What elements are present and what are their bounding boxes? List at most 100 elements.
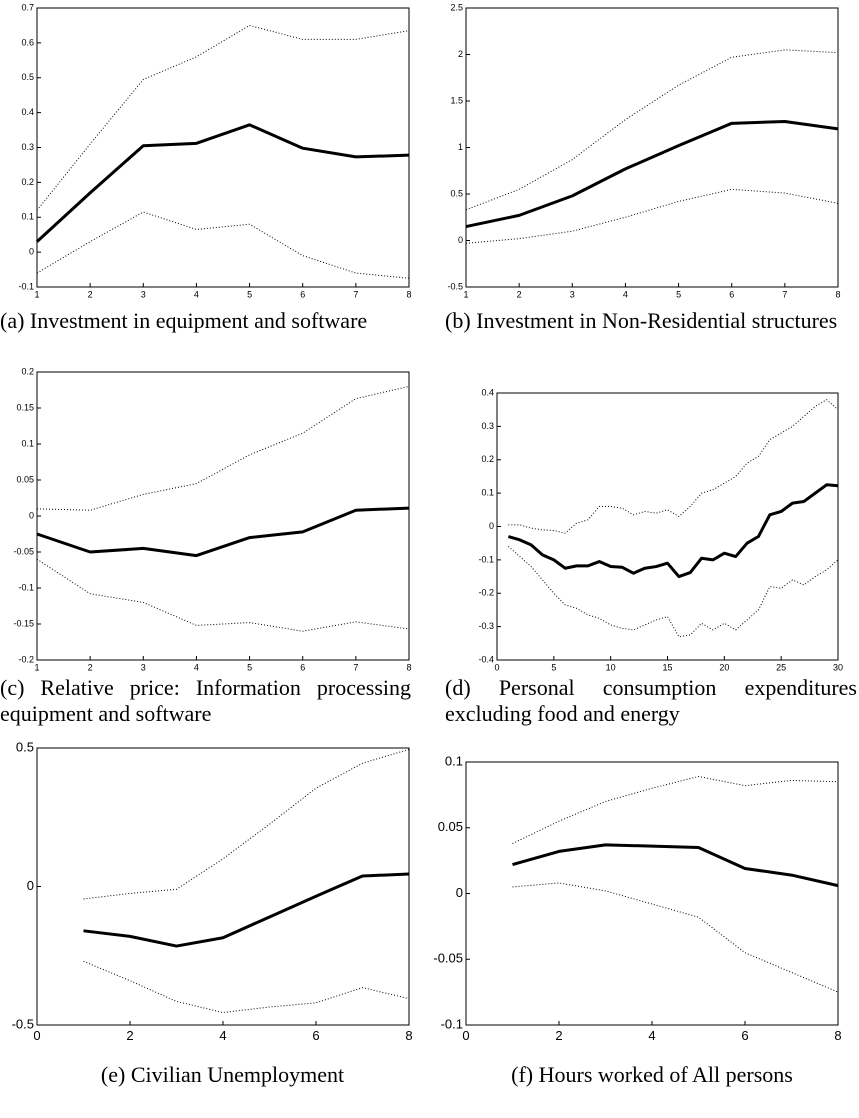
y-tick-label: 0.2 [21,177,34,187]
x-tick-label: 8 [405,1028,412,1043]
x-tick-label: 2 [517,289,522,299]
y-tick-label: -0.05 [13,546,34,556]
caption: (f) Hours worked of All persons [511,1062,793,1087]
y-tick-label: 0.15 [16,402,34,412]
y-tick-label: 0.1 [445,753,463,768]
x-tick-label: 0 [462,1028,469,1043]
x-tick-label: 8 [834,1028,841,1043]
caption: (b) Investment in Non-Residential struct… [445,308,838,333]
y-tick-label: 0.05 [16,474,34,484]
x-tick-label: 3 [141,662,146,672]
y-tick-label: 0 [456,885,463,900]
x-tick-label: 15 [662,662,672,672]
y-tick-label: 0 [29,247,34,257]
y-tick-label: -0.2 [18,654,34,664]
x-tick-label: 3 [570,289,575,299]
caption: (c) Relative price: Information processi… [0,675,411,726]
x-tick-label: 0 [494,662,499,672]
y-tick-label: 0.1 [21,438,34,448]
band-line [36,385,410,511]
y-tick-label: -0.05 [433,951,463,966]
response-line [507,483,839,579]
x-tick-label: 8 [406,662,411,672]
band-line [36,558,410,632]
y-tick-label: -0.4 [478,654,494,664]
y-tick-label: -0.1 [18,582,34,592]
y-tick-label: -0.5 [12,1016,34,1031]
x-tick-label: 20 [719,662,729,672]
x-tick-label: 4 [623,289,628,299]
y-tick-label: 0.2 [481,454,494,464]
response-line [83,872,410,948]
x-tick-label: 2 [88,662,93,672]
band-line [465,188,839,244]
x-tick-label: 6 [741,1028,748,1043]
caption: (d) Personal consumption expenditures ex… [445,675,857,726]
y-tick-label: 0.3 [481,421,494,431]
y-tick-label: -0.3 [478,621,494,631]
x-tick-label: 1 [34,289,39,299]
band-line [83,748,410,900]
x-tick-label: 7 [353,662,358,672]
y-tick-label: 1.5 [450,95,463,105]
y-tick-label: 0.6 [21,37,34,47]
band-line [512,882,839,993]
y-tick-label: 0.1 [481,488,494,498]
x-tick-label: 6 [729,289,734,299]
x-tick-label: 5 [676,289,681,299]
caption: (a) Investment in equipment and software [0,308,368,333]
y-tick-label: -0.1 [478,554,494,564]
y-tick-label: 0.7 [21,2,34,12]
y-tick-label: 0 [29,510,34,520]
plot-frame [496,392,839,661]
y-tick-label: -0.5 [447,281,463,291]
band-line [512,775,839,844]
y-tick-label: 1 [458,142,463,152]
x-tick-label: 25 [776,662,786,672]
plot-frame [36,371,410,661]
band-line [83,960,410,1014]
y-tick-label: -0.1 [441,1016,463,1031]
x-tick-label: 4 [219,1028,226,1043]
caption: (e) Civilian Unemployment [100,1062,345,1087]
x-tick-label: 5 [247,662,252,672]
band-line [36,211,410,279]
x-tick-label: 4 [648,1028,655,1043]
x-tick-label: 10 [606,662,616,672]
x-tick-label: 30 [833,662,843,672]
y-tick-label: 0.5 [450,188,463,198]
band-line [36,24,410,211]
band-line [508,399,839,534]
x-tick-label: 5 [247,289,252,299]
x-tick-label: 8 [406,289,411,299]
plot-frame [465,7,839,288]
response-line [35,123,410,243]
x-tick-label: 2 [555,1028,562,1043]
y-tick-label: 0.4 [481,387,494,397]
y-tick-label: -0.15 [13,618,34,628]
x-tick-label: 5 [551,662,556,672]
x-tick-label: 8 [835,289,840,299]
x-tick-label: 1 [463,289,468,299]
y-tick-label: -0.2 [478,588,494,598]
y-tick-label: -0.1 [18,281,34,291]
plot-frame [36,747,410,1026]
response-line [512,843,839,888]
y-tick-label: 0.4 [21,107,34,117]
plot-frame [465,761,839,1026]
x-tick-label: 7 [353,289,358,299]
x-tick-label: 0 [33,1028,40,1043]
x-tick-label: 2 [126,1028,133,1043]
response-line [36,506,410,558]
x-tick-label: 3 [141,289,146,299]
x-tick-label: 1 [34,662,39,672]
y-tick-label: 0.3 [21,142,34,152]
band-line [508,546,839,638]
y-tick-label: 0.05 [438,819,463,834]
band-line [465,49,839,211]
y-tick-label: 0.5 [21,72,34,82]
x-tick-label: 4 [194,662,199,672]
x-tick-label: 2 [88,289,93,299]
